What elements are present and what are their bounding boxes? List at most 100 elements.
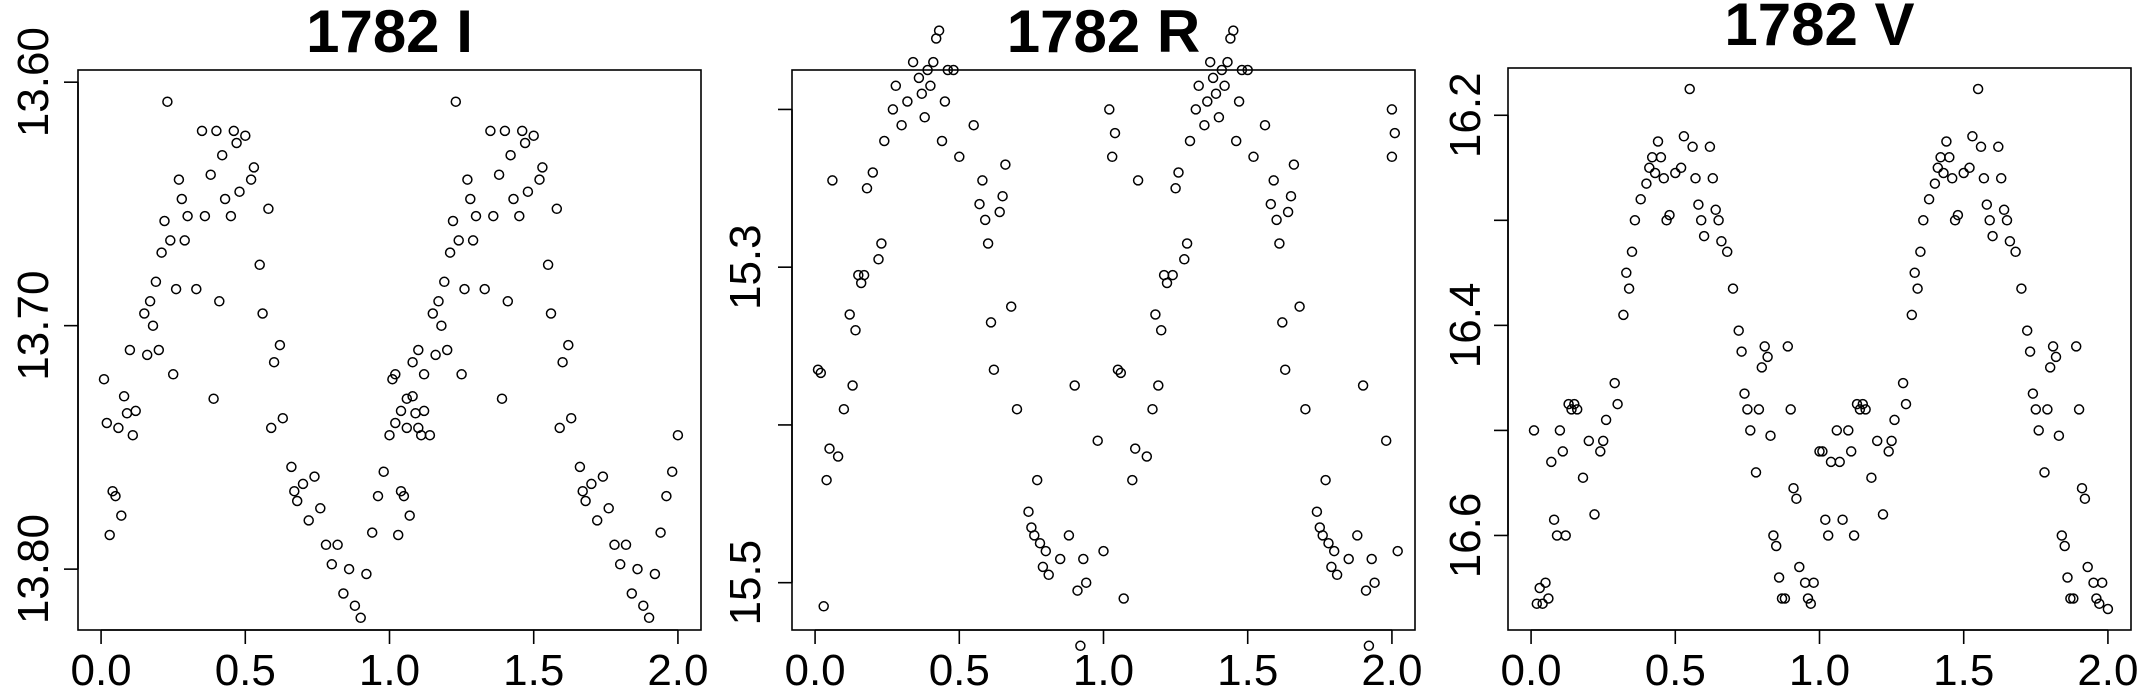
data-point [577, 485, 588, 497]
data-point [447, 215, 459, 227]
data-point [1369, 577, 1380, 588]
data-point [485, 125, 496, 137]
data-point [1011, 403, 1023, 415]
data-point [603, 503, 614, 514]
data-point [165, 235, 176, 246]
x-tick-label: 0.5 [1645, 646, 1706, 687]
data-point [1802, 593, 1814, 604]
data-point [1543, 593, 1554, 604]
y-tick-label: 16.6 [1441, 493, 1490, 579]
data-point [286, 461, 297, 473]
data-point [499, 125, 511, 137]
data-point [1814, 446, 1825, 457]
data-point [913, 72, 925, 84]
data-point [1360, 585, 1372, 596]
data-point [1386, 151, 1398, 163]
data-point [1389, 127, 1401, 139]
data-point [563, 339, 574, 351]
data-point [144, 296, 156, 307]
data-point [1179, 254, 1190, 265]
data-point [933, 25, 945, 36]
data-point [873, 254, 884, 265]
data-point [1713, 215, 1724, 226]
data-point [2073, 404, 2085, 415]
data-point [508, 193, 519, 205]
data-point [240, 130, 251, 141]
data-point [378, 466, 389, 477]
data-point [2042, 404, 2053, 415]
data-point [1098, 545, 1109, 557]
data-point [1233, 96, 1245, 107]
data-point [182, 210, 193, 222]
data-point [1080, 577, 1092, 588]
data-point [436, 320, 447, 331]
data-point [390, 417, 401, 429]
data-point [214, 296, 225, 307]
data-point [1204, 56, 1216, 68]
data-point [1843, 425, 1854, 436]
data-point [1794, 561, 1805, 573]
data-point [890, 80, 902, 92]
data-point [1213, 112, 1225, 123]
data-point [896, 119, 907, 131]
data-point [1380, 435, 1392, 446]
data-point [1609, 377, 1620, 389]
data-point [514, 210, 525, 222]
data-point [1554, 425, 1566, 436]
data-point [248, 162, 260, 173]
data-point [1733, 325, 1744, 336]
data-point [922, 64, 933, 76]
data-point [565, 412, 577, 424]
data-point [1822, 530, 1834, 541]
data-point [997, 190, 1008, 202]
x-tick-label: 2.0 [647, 646, 708, 687]
data-point [228, 125, 240, 137]
data-point [1710, 204, 1721, 216]
data-point [205, 169, 216, 180]
data-point [1167, 269, 1178, 281]
data-point [1170, 183, 1181, 194]
data-point [824, 443, 835, 454]
data-point [2001, 215, 2013, 226]
data-point [245, 174, 257, 185]
data-point [522, 186, 534, 197]
data-point [1279, 364, 1291, 375]
panel-2: 1782 R 0.0 0.5 1.0 1.5 2.0 15.3 15.5 [721, 0, 1423, 687]
data-point [1745, 425, 1756, 436]
data-point [1762, 351, 1773, 363]
data-point [124, 344, 136, 356]
data-point [1150, 309, 1161, 320]
data-point [1621, 267, 1632, 279]
data-point [1029, 530, 1040, 541]
data-point [349, 600, 361, 611]
data-point [338, 588, 349, 599]
data-point [297, 478, 309, 490]
data-point [196, 125, 208, 137]
data-point [1773, 572, 1785, 583]
data-point [418, 369, 430, 380]
data-point [1684, 83, 1695, 95]
data-point [1972, 83, 1984, 95]
data-point [424, 429, 436, 441]
data-point [2050, 351, 2062, 363]
data-point [1837, 514, 1848, 525]
data-point [116, 510, 127, 521]
data-point [1655, 152, 1667, 163]
x-tick-label: 1.5 [503, 646, 564, 687]
data-point [1193, 80, 1204, 92]
data-point [1268, 175, 1279, 186]
data-point [444, 247, 456, 258]
data-point [199, 210, 211, 222]
data-point [858, 269, 870, 281]
data-point [557, 356, 568, 368]
data-point [1946, 173, 1958, 184]
data-point [1092, 435, 1103, 446]
data-point [2059, 540, 2070, 552]
data-point [977, 175, 988, 186]
data-point [384, 429, 395, 441]
data-point [1661, 215, 1672, 226]
data-point [1228, 25, 1239, 36]
data-point [985, 317, 997, 328]
data-point [542, 259, 554, 271]
data-point [1277, 317, 1288, 328]
